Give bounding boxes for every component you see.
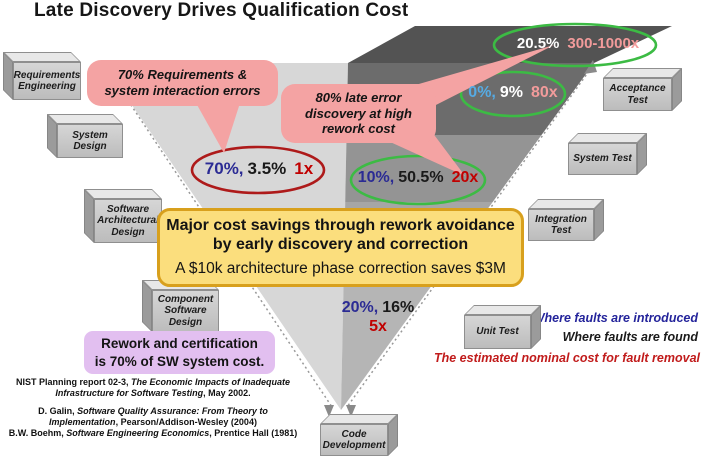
ref-text: , May 2002. bbox=[203, 387, 251, 398]
box-top-face bbox=[528, 199, 604, 209]
reference-boehm: B.W. Boehm, Software Engineering Economi… bbox=[0, 428, 306, 439]
stat-found: 9% bbox=[499, 84, 523, 101]
stat-cost: 300-1000x bbox=[567, 35, 640, 52]
phase-box-system-design: System Design bbox=[47, 114, 123, 158]
savings-line1: Major cost savings through rework avoida… bbox=[166, 217, 515, 235]
phase-box-integration-test: Integration Test bbox=[528, 199, 604, 241]
arrow-down-right-icon bbox=[346, 405, 356, 417]
box-top-face bbox=[464, 305, 541, 315]
phase-label: System Test bbox=[568, 143, 637, 175]
stat-cost: 5x bbox=[369, 318, 387, 335]
phase-box-requirements-engineering: Requirements Engineering bbox=[3, 52, 81, 100]
ref-title: The Economic Impacts of Inadequate bbox=[131, 377, 291, 387]
box-top-face bbox=[568, 133, 647, 143]
rework-cost-box: Rework and certification is 70% of SW sy… bbox=[84, 331, 275, 374]
phase-label: Software Architectural Design bbox=[94, 199, 162, 243]
stat-requirements: 70%, 3.5% 1x bbox=[193, 159, 325, 179]
legend-where-introduced: Where faults are introduced bbox=[532, 311, 698, 325]
phase-box-software-architectural-design: Software Architectural Design bbox=[84, 189, 162, 243]
ref-text: , Pearson/Addison-Wesley (2004) bbox=[115, 416, 257, 427]
reference-nist-line1: NIST Planning report 02-3, The Economic … bbox=[0, 377, 306, 388]
phase-label: Requirements Engineering bbox=[13, 62, 81, 100]
ref-text: NIST Planning report 02-3, bbox=[15, 377, 131, 387]
reference-nist-line2: Infrastructure for Software Testing, May… bbox=[0, 388, 306, 399]
phase-box-unit-test: Unit Test bbox=[464, 305, 541, 349]
ring-green-acceptance bbox=[492, 22, 658, 68]
savings-line3: A $10k architecture phase correction sav… bbox=[175, 259, 506, 277]
callout-tail-requirements bbox=[196, 103, 240, 153]
phase-label: Integration Test bbox=[528, 209, 594, 241]
arrow-up-icon bbox=[584, 60, 597, 74]
stat-introduced: 0%, bbox=[468, 84, 496, 101]
stat-cost: 1x bbox=[294, 159, 314, 178]
phase-label: Unit Test bbox=[464, 315, 531, 349]
stat-found: 3.5% bbox=[247, 159, 287, 178]
ref-title: Software Quality Assurance: From Theory … bbox=[77, 405, 268, 416]
phase-box-component-software-design: Component Software Design bbox=[142, 280, 219, 332]
box-side-face bbox=[142, 280, 152, 332]
box-top-face bbox=[320, 414, 398, 424]
stat-code: 20%, 16% 5x bbox=[328, 299, 428, 336]
slide-title: Late Discovery Drives Qualification Cost bbox=[34, 0, 409, 21]
phase-label: Acceptance Test bbox=[603, 78, 672, 111]
reference-galin-line2: Implementation, Pearson/Addison-Wesley (… bbox=[0, 417, 306, 428]
stat-found: 50.5% bbox=[398, 169, 444, 186]
stat-introduced: 70%, bbox=[204, 159, 244, 178]
legend-removal-cost: The estimated nominal cost for fault rem… bbox=[433, 351, 700, 365]
arrow-down-left-icon bbox=[324, 405, 334, 417]
savings-line2: by early discovery and correction bbox=[212, 236, 469, 253]
v-top-plane bbox=[348, 26, 672, 63]
stat-acceptance: 20.5% 300-1000x bbox=[498, 35, 654, 52]
references: NIST Planning report 02-3, The Economic … bbox=[0, 377, 306, 439]
stat-introduced: 10%, bbox=[357, 169, 395, 186]
box-top-face bbox=[3, 52, 81, 62]
ring-green-system-test bbox=[459, 70, 567, 118]
phase-label: Code Development bbox=[320, 424, 388, 456]
phase-box-system-test: System Test bbox=[568, 133, 647, 175]
stat-found: 20.5% bbox=[516, 35, 560, 52]
box-side-face bbox=[84, 189, 94, 243]
reference-galin-line1: D. Galin, Software Quality Assurance: Fr… bbox=[0, 406, 306, 417]
ref-text: B.W. Boehm, bbox=[8, 427, 67, 438]
stat-integration: 10%, 50.5% 20x bbox=[352, 169, 484, 187]
callout-tail-late-up bbox=[398, 45, 554, 108]
ref-text: , Prentice Hall (1981) bbox=[209, 427, 298, 438]
phase-box-code-development: Code Development bbox=[320, 414, 398, 456]
legend-where-found: Where faults are found bbox=[562, 330, 698, 344]
stat-introduced: 20%, bbox=[341, 299, 379, 316]
ref-text: D. Galin, bbox=[38, 405, 78, 416]
callout-requirements-errors: 70% Requirements & system interaction er… bbox=[87, 60, 278, 106]
phase-label: Component Software Design bbox=[152, 290, 219, 332]
phase-box-acceptance-test: Acceptance Test bbox=[603, 68, 682, 111]
ring-green-integration bbox=[349, 154, 487, 206]
box-top-face bbox=[603, 68, 682, 78]
box-top-face bbox=[47, 114, 123, 124]
stat-system-test: 0%, 9% 80x bbox=[459, 84, 567, 102]
box-top-face bbox=[84, 189, 162, 199]
stat-cost: 20x bbox=[451, 169, 479, 186]
phase-label: System Design bbox=[57, 124, 123, 158]
stat-found: 16% bbox=[382, 299, 415, 316]
stat-cost: 80x bbox=[531, 84, 558, 101]
ring-red-requirements bbox=[190, 145, 326, 195]
ref-title: Implementation bbox=[49, 416, 116, 427]
savings-callout-box: Major cost savings through rework avoida… bbox=[157, 208, 524, 287]
ref-title: Software Engineering Economics bbox=[66, 427, 210, 438]
ref-title: Infrastructure for Software Testing bbox=[55, 387, 204, 398]
callout-late-discovery: 80% late error discovery at high rework … bbox=[281, 84, 436, 143]
